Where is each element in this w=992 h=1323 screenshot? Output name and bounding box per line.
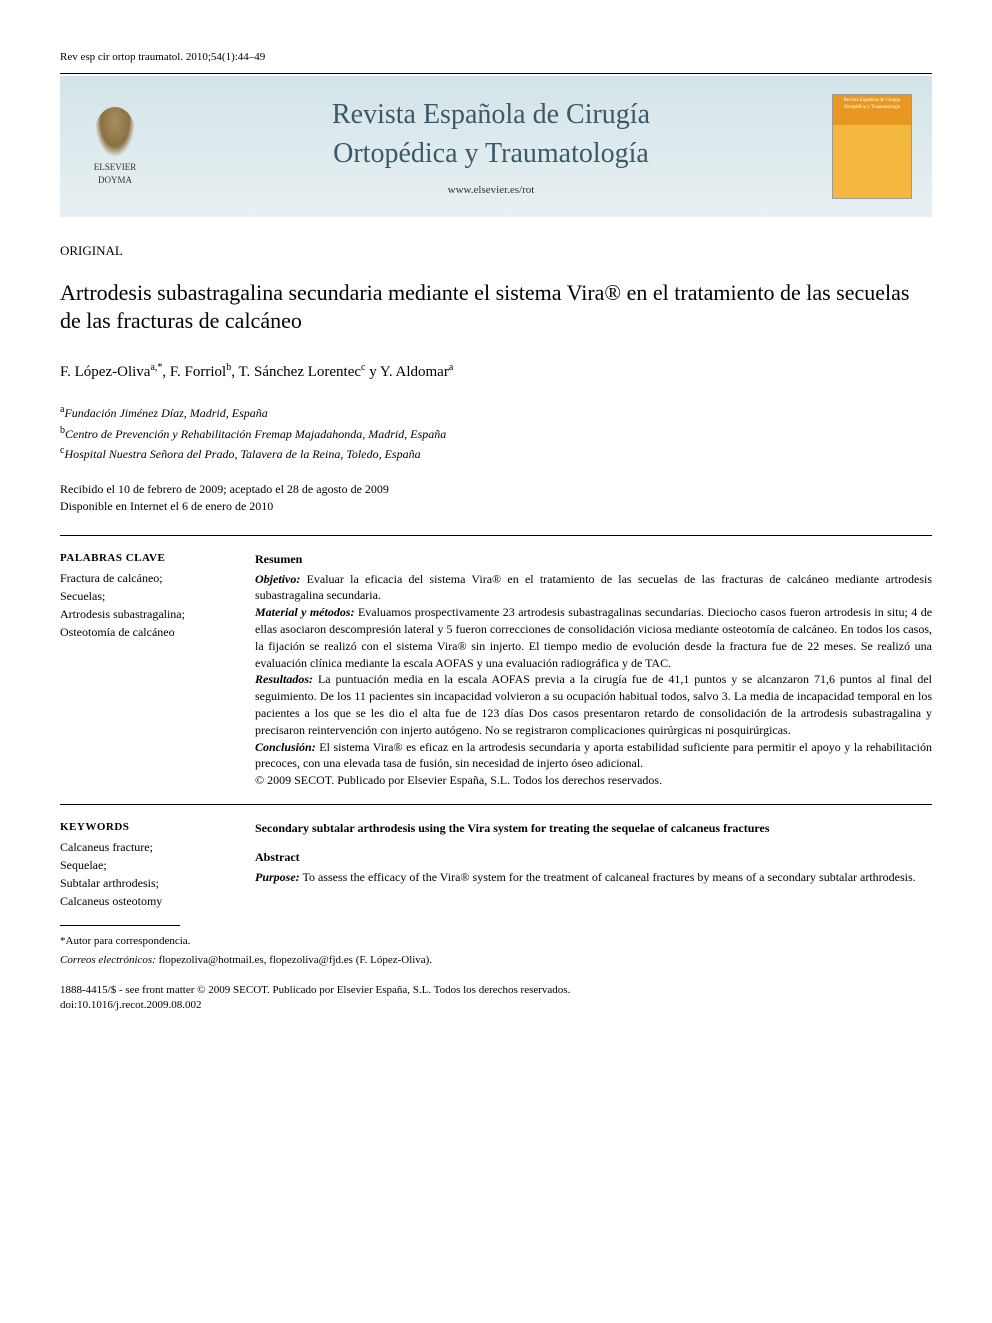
email-note: Correos electrónicos: flopezoliva@hotmai… [60,953,932,968]
keywords-heading: KEYWORDS [60,820,225,835]
article-dates: Recibido el 10 de febrero de 2009; acept… [60,481,932,515]
objetivo-text: Evaluar la eficacia del sistema Vira® en… [255,572,932,603]
english-title: Secondary subtalar arthrodesis using the… [255,820,932,837]
affiliations: aFundación Jiménez Díaz, Madrid, España … [60,403,932,463]
journal-url: www.elsevier.es/rot [170,183,812,198]
resultados-label: Resultados: [255,672,313,686]
abstract-heading: Abstract [255,849,932,866]
conclusion-label: Conclusión: [255,740,316,754]
elsevier-tree-icon [95,107,135,157]
journal-title-line1: Revista Española de Cirugía [170,95,812,134]
cover-title: Revista Española de Cirugía Ortopédica y… [833,95,911,125]
publisher-logo: ELSEVIER DOYMA [80,102,150,192]
emails: flopezoliva@hotmail.es, flopezoliva@fjd.… [159,954,433,966]
resultados-para: Resultados: La puntuación media en la es… [255,671,932,738]
palabras-clave-list: Fractura de calcáneo; Secuelas; Artrodes… [60,569,225,641]
resultados-text: La puntuación media en la escala AOFAS p… [255,672,932,736]
article-title: Artrodesis subastragalina secundaria med… [60,279,932,336]
copyright-spanish: © 2009 SECOT. Publicado por Elsevier Esp… [255,772,932,789]
material-label: Material y métodos: [255,605,355,619]
abstract-top-divider [60,535,932,536]
spanish-abstract-block: PALABRAS CLAVE Fractura de calcáneo; Sec… [60,551,932,789]
journal-header: ELSEVIER DOYMA Revista Española de Cirug… [60,76,932,217]
objetivo-para: Objetivo: Evaluar la eficacia del sistem… [255,571,932,605]
conclusion-text: El sistema Vira® es eficaz en la artrode… [255,740,932,771]
publisher-name: ELSEVIER DOYMA [80,161,150,186]
material-text: Evaluamos prospectivamente 23 artrodesis… [255,605,932,669]
affiliation-c: cHospital Nuestra Señora del Prado, Tala… [60,444,932,463]
top-divider [60,73,932,74]
english-abstract-block: KEYWORDS Calcaneus fracture; Sequelae; S… [60,820,932,910]
date-online: Disponible en Internet el 6 de enero de … [60,498,932,515]
objetivo-label: Objetivo: [255,572,300,586]
affiliation-b: bCentro de Prevención y Rehabilitación F… [60,424,932,443]
purpose-text: To assess the efficacy of the Vira® syst… [302,870,915,884]
material-para: Material y métodos: Evaluamos prospectiv… [255,604,932,671]
palabras-clave-heading: PALABRAS CLAVE [60,551,225,566]
issn-line: 1888-4415/$ - see front matter © 2009 SE… [60,983,932,998]
purpose-label: Purpose: [255,870,300,884]
keywords-list: Calcaneus fracture; Sequelae; Subtalar a… [60,838,225,910]
authors-list: F. López-Olivaa,*, F. Forriolb, T. Sánch… [60,361,932,383]
citation-line: Rev esp cir ortop traumatol. 2010;54(1):… [60,50,932,65]
doi-line: doi:10.1016/j.recot.2009.08.002 [60,998,932,1013]
date-received: Recibido el 10 de febrero de 2009; acept… [60,481,932,498]
emails-label: Correos electrónicos: [60,954,156,966]
affiliation-a: aFundación Jiménez Díaz, Madrid, España [60,403,932,422]
footnote-divider [60,925,180,926]
section-label: ORIGINAL [60,242,932,260]
journal-title-line2: Ortopédica y Traumatología [170,134,812,173]
corresponding-author-note: *Autor para correspondencia. [60,934,932,949]
abstract-mid-divider [60,804,932,805]
conclusion-para: Conclusión: El sistema Vira® es eficaz e… [255,739,932,773]
purpose-para: Purpose: To assess the efficacy of the V… [255,869,932,886]
journal-cover-thumbnail: Revista Española de Cirugía Ortopédica y… [832,94,912,199]
resumen-heading: Resumen [255,551,932,568]
